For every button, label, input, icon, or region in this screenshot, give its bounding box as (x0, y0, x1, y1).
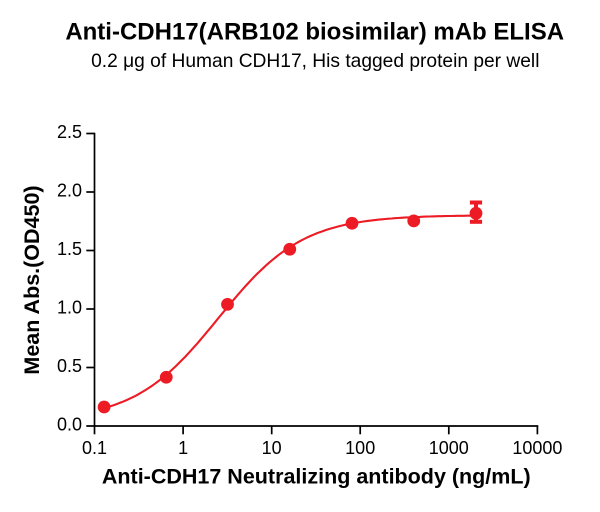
svg-text:2.0: 2.0 (57, 181, 82, 201)
svg-text:0.2 μg of Human CDH17, His tag: 0.2 μg of Human CDH17, His tagged protei… (91, 51, 539, 72)
svg-text:Anti-CDH17 Neutralizing antibo: Anti-CDH17 Neutralizing antibody (ng/mL) (102, 465, 531, 489)
svg-text:2.5: 2.5 (57, 122, 82, 142)
svg-text:Anti-CDH17(ARB102 biosimilar): Anti-CDH17(ARB102 biosimilar) mAb ELISA (65, 19, 564, 46)
svg-text:0.1: 0.1 (82, 438, 107, 458)
svg-text:1: 1 (178, 438, 188, 458)
svg-text:10000: 10000 (512, 438, 562, 458)
svg-text:1.0: 1.0 (57, 298, 82, 318)
svg-text:0.5: 0.5 (57, 356, 82, 376)
svg-text:0.0: 0.0 (57, 415, 82, 435)
svg-text:1000: 1000 (429, 438, 469, 458)
svg-text:Mean Abs.(OD450): Mean Abs.(OD450) (20, 185, 44, 374)
svg-text:1.5: 1.5 (57, 239, 82, 259)
svg-text:100: 100 (345, 438, 375, 458)
svg-text:10: 10 (262, 438, 282, 458)
